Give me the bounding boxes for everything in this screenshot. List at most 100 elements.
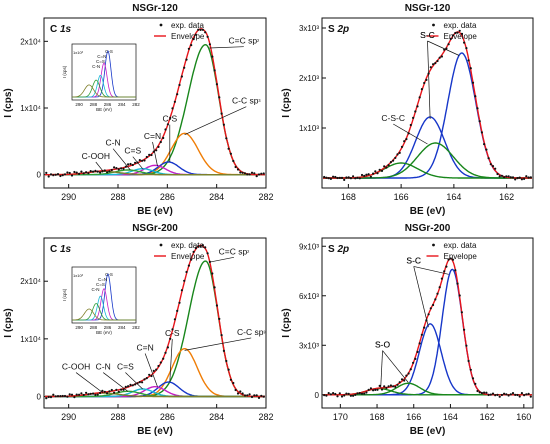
exp-data-point <box>343 394 346 397</box>
exp-data-point <box>54 173 57 176</box>
exp-data-point <box>82 172 85 175</box>
exp-data-point <box>103 390 106 393</box>
exp-data-point <box>509 393 512 396</box>
annotation-leader <box>427 40 460 56</box>
exp-data-point <box>194 33 197 36</box>
exp-data-point <box>498 175 501 178</box>
exp-data-point <box>325 394 328 397</box>
exp-data-point <box>176 93 179 96</box>
x-axis-label: BE (eV) <box>410 426 446 437</box>
exp-data-point <box>374 170 377 173</box>
exp-data-point <box>164 351 167 354</box>
exp-data-point <box>325 176 328 179</box>
exp-data-point <box>115 388 118 391</box>
exp-data-point <box>345 392 348 395</box>
plot-area <box>45 28 265 178</box>
peak-label: C=N <box>144 131 161 141</box>
exp-data-point <box>220 334 223 337</box>
exp-data-point <box>389 161 392 164</box>
annotation-leader <box>125 372 143 390</box>
exp-data-point <box>178 83 181 87</box>
exp-data-point <box>354 393 357 396</box>
exp-data-point <box>117 168 120 171</box>
inset-peak-label: C=S <box>96 282 105 287</box>
exp-data-point <box>471 377 475 380</box>
peak-label: C-N <box>96 362 111 372</box>
exp-data-point <box>405 374 408 377</box>
y-axis-label: I (cps) <box>3 308 14 337</box>
exp-data-point <box>474 95 477 98</box>
exp-data-point <box>394 156 397 159</box>
exp-data-point <box>166 123 169 126</box>
peak-label: C=S <box>117 362 134 372</box>
x-tick-label: 170 <box>333 412 348 422</box>
legend-label-envelope: Envelope <box>444 252 478 261</box>
exp-data-point <box>374 388 377 391</box>
exp-data-point <box>220 112 223 115</box>
exp-data-point <box>243 394 247 397</box>
exp-data-point <box>525 393 528 396</box>
exp-data-point <box>248 393 251 396</box>
x-tick-label: 168 <box>341 192 356 202</box>
exp-data-point <box>412 361 415 364</box>
exp-data-point <box>199 245 202 248</box>
x-tick-label: 164 <box>446 192 461 202</box>
legend-marker-data <box>432 23 435 27</box>
peak-label: S-O <box>375 340 391 350</box>
exp-data-point <box>469 67 472 70</box>
exp-data-point <box>529 176 532 179</box>
exp-data-point <box>511 176 515 179</box>
exp-data-point <box>392 385 395 388</box>
y-tick-label: 9x10³ <box>299 242 319 251</box>
exp-data-point <box>120 167 123 170</box>
exp-data-point <box>378 384 381 387</box>
x-tick-label: 166 <box>394 192 409 202</box>
inset-x-tick-label: 286 <box>104 102 112 107</box>
exp-data-point <box>185 270 188 274</box>
x-tick-label: 162 <box>480 412 495 422</box>
exp-data-point <box>201 28 204 31</box>
exp-data-point <box>496 393 499 396</box>
fit-component-0 <box>323 52 532 179</box>
exp-data-point <box>229 152 232 155</box>
peak-label: C=C sp² <box>229 36 260 46</box>
exp-data-point <box>474 382 477 385</box>
exp-data-point <box>134 161 137 164</box>
exp-data-point <box>106 171 109 174</box>
exp-data-point <box>70 393 74 396</box>
exp-data-point <box>47 175 50 178</box>
exp-data-point <box>92 170 95 173</box>
x-tick-label: 164 <box>443 412 458 422</box>
inset-peak-label: C=N <box>98 277 107 282</box>
inset-y-label: I (cps) <box>62 288 67 301</box>
exp-data-point <box>197 245 200 248</box>
exp-data-point <box>103 169 106 172</box>
exp-data-point <box>518 176 521 179</box>
inset-peak-label: C-S <box>105 49 113 54</box>
x-tick-label: 160 <box>516 412 531 422</box>
exp-data-point <box>505 175 508 178</box>
exp-data-point <box>211 272 214 275</box>
exp-data-point <box>518 395 521 398</box>
y-tick-label: 0 <box>37 392 42 401</box>
exp-data-point <box>78 172 81 175</box>
exp-data-point <box>494 167 497 170</box>
exp-data-point <box>82 393 85 397</box>
exp-data-point <box>199 28 202 31</box>
exp-data-point <box>527 176 530 179</box>
exp-data-point <box>447 43 450 46</box>
exp-data-point <box>436 292 439 295</box>
plot-frame <box>321 237 534 409</box>
legend-label-data: exp. data <box>171 241 204 250</box>
exp-data-point <box>260 394 263 397</box>
exp-data-point <box>414 357 417 360</box>
peak-label: S-C <box>406 255 421 265</box>
exp-data-point <box>338 392 341 395</box>
peak-label: S-C <box>420 30 435 40</box>
exp-data-point <box>213 286 216 289</box>
exp-data-point <box>234 165 237 169</box>
panel-title: NSGr-200 <box>132 223 178 234</box>
peak-label: C-S <box>162 114 177 124</box>
exp-data-point <box>403 140 406 143</box>
